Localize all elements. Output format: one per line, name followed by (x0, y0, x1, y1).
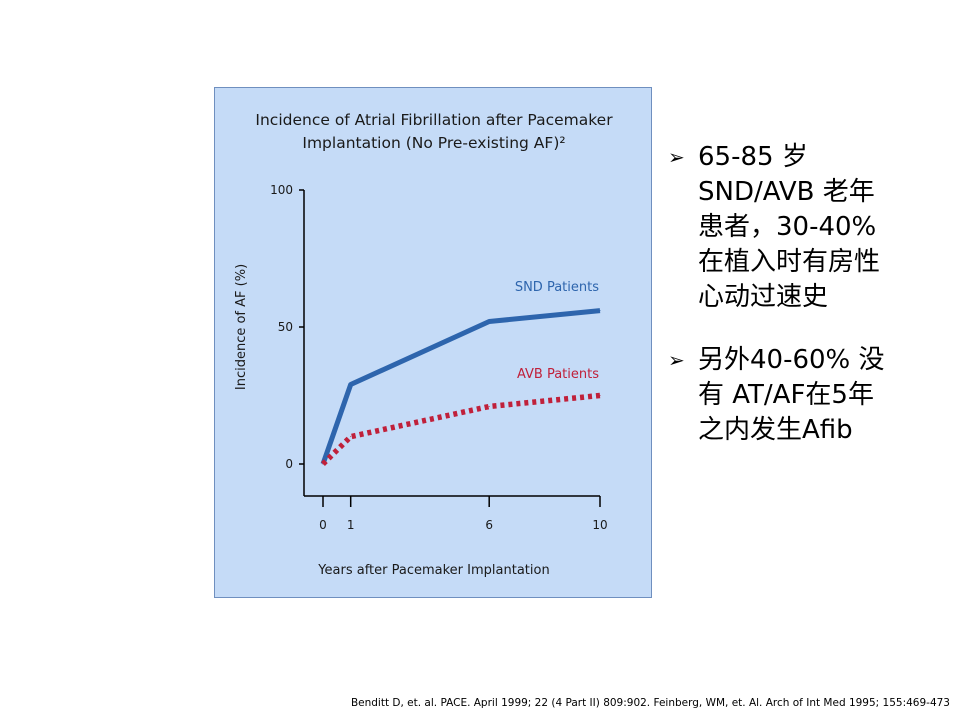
arrow-bullet-icon: ➢ (668, 348, 685, 372)
bullet-text-1: 65-85 岁 SND/AVB 老年 患者，30-40% 在植入时有房性 心动过… (698, 142, 881, 312)
series-2-point-3 (599, 395, 601, 396)
legend-label-2: AVB Patients (517, 367, 599, 382)
citation: Benditt D, et. al. PACE. April 1999; 22 … (350, 697, 950, 709)
series-1-point-2 (488, 321, 490, 323)
x-tick-label-6: 6 (485, 518, 493, 532)
series-1-point-1 (350, 384, 352, 386)
x-tick-label-0: 0 (319, 518, 327, 532)
bullet-text-2: 另外40-60% 没 有 AT/AF在5年 之内发生Afib (698, 345, 885, 445)
x-tick-label-10: 10 (592, 518, 607, 532)
x-axis-label: Years after Pacemaker Implantation (317, 563, 549, 578)
chart-svg: Incidence of Atrial Fibrillation after P… (234, 111, 613, 578)
series-line-2 (321, 392, 601, 466)
y-tick-label-100: 100 (270, 183, 293, 197)
series-2-point-0 (322, 463, 324, 465)
y-axis-label: Incidence of AF (%) (234, 264, 249, 390)
x-tick-label-1: 1 (347, 518, 355, 532)
y-tick-label-50: 50 (278, 320, 293, 334)
chart-panel: Incidence of Atrial Fibrillation after P… (214, 87, 652, 598)
bullet-item-2: ➢ 另外40-60% 没 有 AT/AF在5年 之内发生Afib (668, 343, 948, 448)
series-2-point-1 (350, 436, 352, 438)
arrow-bullet-icon: ➢ (668, 145, 685, 169)
bullet-item-1: ➢ 65-85 岁 SND/AVB 老年 患者，30-40% 在植入时有房性 心… (668, 140, 948, 315)
series-1-point-3 (599, 310, 601, 312)
bullet-list: ➢ 65-85 岁 SND/AVB 老年 患者，30-40% 在植入时有房性 心… (668, 140, 948, 476)
legend-label-1: SND Patients (515, 280, 599, 295)
chart-title-line-2: Implantation (No Pre-existing AF)² (302, 134, 565, 152)
chart-title-line-1: Incidence of Atrial Fibrillation after P… (255, 111, 613, 129)
y-tick-label-0: 0 (285, 457, 293, 471)
series-line-1 (320, 308, 601, 465)
series-2-point-2 (488, 405, 490, 407)
